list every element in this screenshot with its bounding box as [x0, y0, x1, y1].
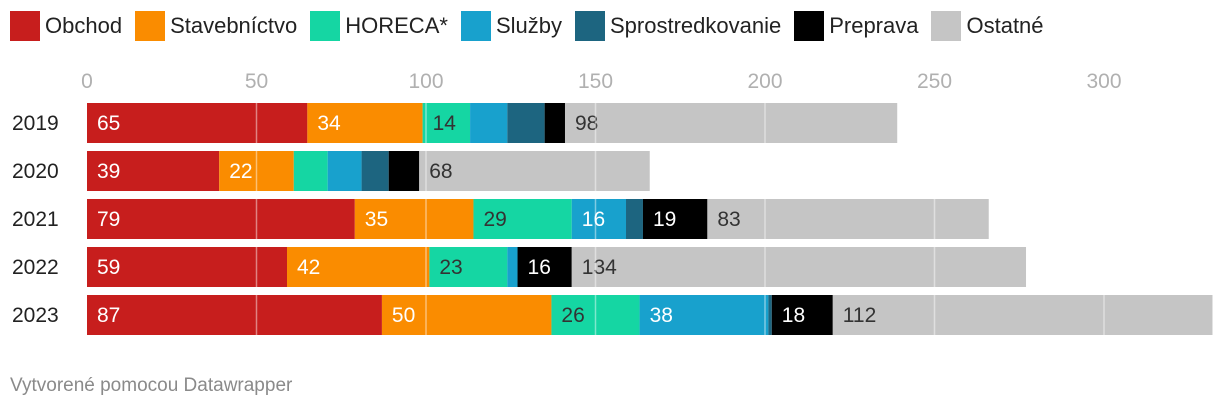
data-label: 65: [97, 112, 120, 135]
data-label: 35: [365, 208, 388, 231]
legend-swatch: [460, 11, 491, 41]
bar-segment-horeca: [473, 199, 572, 239]
bar-segment-stavebnictvo: [219, 151, 294, 191]
legend-label: Stavebníctvo: [170, 13, 298, 38]
legend-item-sprostredkovanie: Sprostredkovanie: [574, 11, 782, 41]
legend-label: Sprostredkovanie: [609, 13, 782, 38]
legend-swatch: [794, 11, 825, 41]
y-category-label: 2019: [12, 112, 59, 135]
bar-segment-sluzby: [470, 103, 508, 143]
legend-label: HORECA*: [345, 13, 448, 38]
bar-segment-stavebnictvo: [287, 247, 430, 287]
legend-label: Služby: [495, 13, 562, 38]
bar-segment-ostatne: [571, 247, 1027, 287]
x-tick-label: 0: [81, 70, 93, 93]
legend-label: Preprava: [829, 13, 919, 38]
legend-swatch: [931, 11, 962, 41]
bar-segment-sluzby: [639, 295, 769, 335]
legend-item-sluzby: Služby: [460, 11, 562, 41]
data-label: 19: [653, 208, 676, 231]
data-label: 79: [97, 208, 120, 231]
data-label: 22: [229, 160, 252, 183]
bar-segment-horeca: [429, 247, 508, 287]
bar-segment-horeca: [293, 151, 328, 191]
bar-segment-stavebnictvo: [354, 199, 474, 239]
data-label: 14: [433, 112, 457, 135]
data-label: 26: [561, 304, 584, 327]
data-label: 83: [717, 208, 740, 231]
bar-segment-stavebnictvo: [307, 103, 423, 143]
data-label: 34: [317, 112, 341, 135]
bar-segment-horeca: [422, 103, 471, 143]
data-label: 68: [429, 160, 452, 183]
legend-swatch: [574, 11, 605, 41]
legend-item-preprava: Preprava: [794, 11, 918, 41]
legend-label: Obchod: [45, 13, 123, 38]
bar-segment-sluzby: [507, 247, 518, 287]
stacked-bar-chart: 0 50 100 150 200 250 300 2019 65 34 14 98 2020 39 22 68…: [12, 70, 1213, 338]
legend-swatch: [10, 11, 40, 41]
data-label: 29: [483, 208, 506, 231]
bar-segment-obchod: [87, 295, 382, 335]
legend-item-horeca: HORECA*: [310, 11, 448, 41]
bar-segment-preprava: [517, 247, 572, 287]
data-label: 134: [582, 256, 617, 279]
data-label: 98: [575, 112, 598, 135]
bar-segment-ostatne: [707, 199, 989, 239]
bar-segment-obchod: [87, 151, 220, 191]
x-tick-label: 250: [917, 70, 952, 93]
y-category-label: 2021: [12, 208, 59, 231]
data-label: 112: [843, 304, 876, 327]
bar-segment-sprostredkovanie: [361, 151, 389, 191]
legend-item-stavebnictvo: Stavebníctvo: [135, 11, 297, 41]
bar-segment-ostatne: [564, 103, 898, 143]
x-tick-label: 150: [578, 70, 613, 93]
footer-credit: Vytvorené pomocou Datawrapper: [10, 375, 293, 396]
chart-legend: Obchod Stavebníctvo HORECA* Služby Sprostred…: [10, 10, 1057, 42]
legend-swatch: [135, 11, 166, 41]
legend-label: Ostatné: [966, 13, 1044, 38]
bar-segment-sluzby: [327, 151, 362, 191]
bar-segment-ostatne: [832, 295, 1213, 335]
bar-segment-horeca: [551, 295, 640, 335]
data-label: 42: [297, 256, 320, 279]
bar-segment-sluzby: [571, 199, 627, 239]
legend-item-obchod: Obchod: [10, 11, 122, 41]
x-tick-label: 100: [408, 70, 443, 93]
x-tick-label: 50: [245, 70, 268, 93]
x-tick-label: 300: [1086, 70, 1121, 93]
data-label: 59: [97, 256, 120, 279]
bar-segment-preprava: [642, 199, 708, 239]
bar-segment-stavebnictvo: [381, 295, 552, 335]
bar-segment-sprostredkovanie: [626, 199, 643, 239]
bar-segment-preprava: [388, 151, 420, 191]
bar-segment-sprostredkovanie: [507, 103, 545, 143]
data-label: 23: [439, 256, 462, 279]
bar-segment-obchod: [87, 103, 308, 143]
data-label: 87: [97, 304, 120, 327]
bar-segment-preprava: [544, 103, 565, 143]
x-tick-label: 200: [747, 70, 782, 93]
data-label: 16: [528, 256, 551, 279]
data-label: 50: [392, 304, 415, 327]
bar-segment-obchod: [87, 247, 288, 287]
data-label: 16: [582, 208, 605, 231]
data-label: 39: [97, 160, 120, 183]
bar-segment-preprava: [771, 295, 833, 335]
legend-item-ostatne: Ostatné: [931, 11, 1044, 41]
y-category-label: 2023: [12, 304, 59, 327]
bar-segment-obchod: [87, 199, 355, 239]
bar-segment-ostatne: [419, 151, 650, 191]
legend-swatch: [310, 11, 341, 41]
data-label: 18: [782, 304, 805, 327]
data-label: 38: [650, 304, 673, 327]
y-category-label: 2022: [12, 256, 59, 279]
bar-segment-sprostredkovanie: [768, 295, 772, 335]
y-category-label: 2020: [12, 160, 59, 183]
